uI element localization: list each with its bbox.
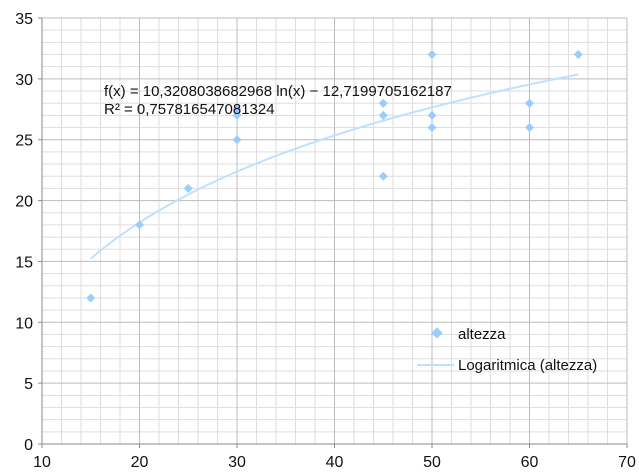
trendline-equation: f(x) = 10,3208038682968 ln(x) − 12,71997…: [104, 83, 452, 100]
data-point: [135, 220, 144, 230]
y-tick-label: 15: [15, 254, 33, 271]
y-tick-label: 30: [15, 72, 33, 89]
points-layer: [86, 50, 583, 303]
legend-marker-altezza: [431, 327, 443, 339]
x-tick-label: 60: [521, 454, 539, 471]
legend-label-trend: Logaritmica (altezza): [458, 357, 597, 374]
x-tick-label: 20: [131, 454, 149, 471]
x-tick-label: 10: [33, 454, 51, 471]
data-point: [573, 50, 583, 60]
data-point: [86, 293, 96, 303]
x-tick-label: 50: [423, 454, 441, 471]
r-squared-label: R² = 0,757816547081324: [104, 101, 275, 118]
data-point: [525, 123, 534, 133]
trendline-layer: [90, 73, 579, 260]
data-point: [378, 171, 388, 181]
data-point: [427, 110, 437, 120]
data-point: [525, 98, 534, 108]
data-point: [232, 104, 242, 114]
data-point: [427, 123, 437, 133]
trendline-path: [90, 73, 579, 260]
x-tick-label: 40: [326, 454, 344, 471]
data-point: [232, 135, 242, 145]
y-tick-label: 25: [15, 133, 33, 150]
legend-label-altezza: altezza: [458, 326, 506, 343]
data-point: [183, 183, 193, 193]
x-tick-label: 70: [618, 454, 636, 471]
data-point: [378, 110, 388, 120]
y-tick-label: 20: [15, 194, 33, 211]
legend: altezza Logaritmica (altezza): [417, 326, 597, 374]
data-point: [232, 110, 242, 120]
y-tick-label: 5: [24, 376, 33, 393]
x-tick-labels: 10 20 30 40 50 60 70: [33, 444, 636, 471]
x-tick-label: 30: [228, 454, 246, 471]
data-point: [378, 98, 388, 108]
y-tick-labels: 0 5 10 15 20 25 30 35: [15, 11, 42, 454]
y-tick-label: 35: [15, 11, 33, 28]
y-tick-label: 10: [15, 315, 33, 332]
data-point: [427, 50, 437, 60]
y-tick-label: 0: [24, 437, 33, 454]
